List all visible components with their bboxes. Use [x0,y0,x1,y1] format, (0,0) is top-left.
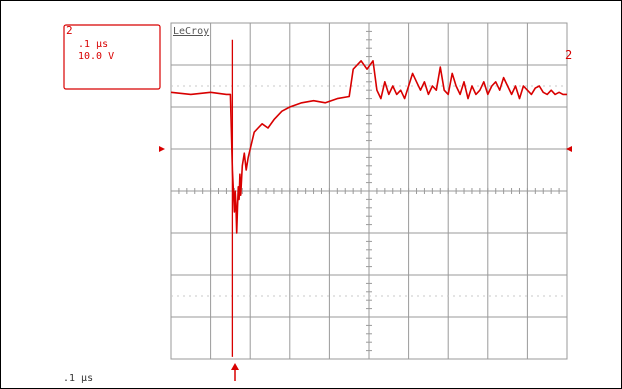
timebase-label: .1 µs [78,39,108,50]
left-level-arrow [159,146,165,152]
volts-per-div-label: 10.0 V [78,51,114,62]
footer-timebase-label: .1 µs [63,373,93,384]
brand-label: LeCroy [173,26,209,37]
channel-level-marker: 2 [565,48,572,62]
trigger-arrow-icon [231,363,239,381]
channel-number-box: 2 [66,24,73,37]
graticule [171,23,567,359]
